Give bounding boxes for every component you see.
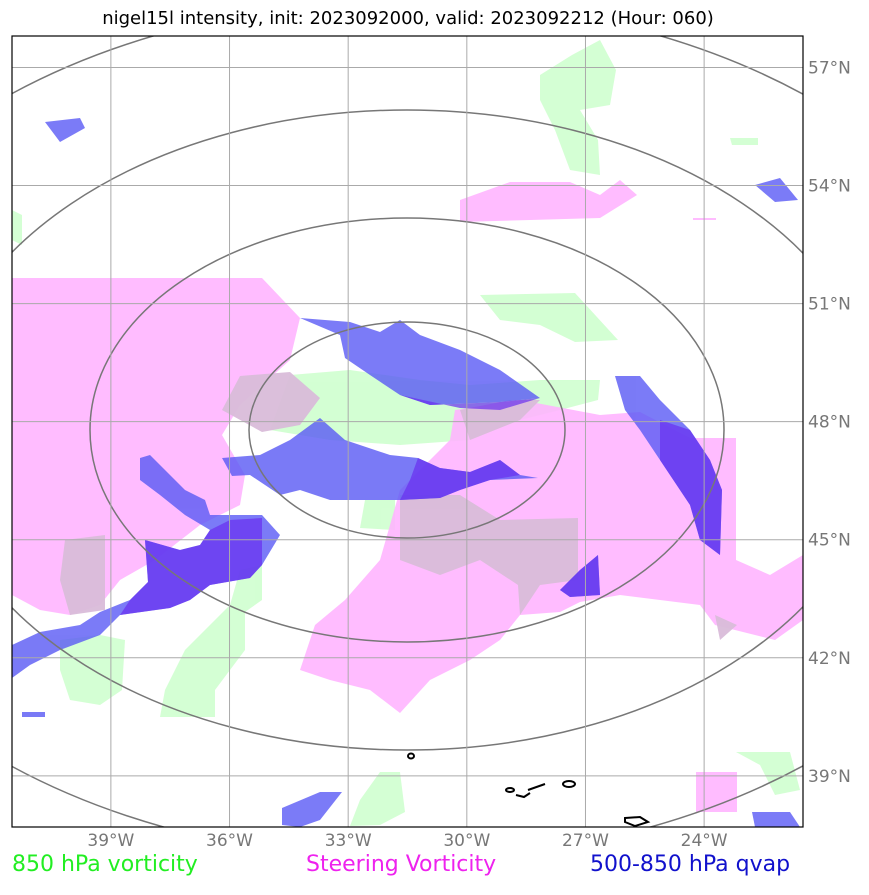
plot-title: nigel15l intensity, init: 2023092000, va… <box>102 8 714 29</box>
coastline <box>407 752 651 827</box>
lon-tick-label: 36°W <box>206 831 253 851</box>
lon-tick-label: 27°W <box>562 831 609 851</box>
lat-tick-label: 57°N <box>808 58 851 78</box>
qvap-field <box>12 118 800 827</box>
lat-tick-label: 39°N <box>808 767 851 787</box>
lat-tick-label: 51°N <box>808 295 851 315</box>
legend-qvap: 500-850 hPa qvap <box>590 852 791 877</box>
lon-tick-labels: 39°W 36°W 33°W 30°W 27°W 24°W <box>87 831 727 851</box>
overlap-field <box>60 372 737 640</box>
qvap-steering-overlap <box>120 395 722 615</box>
legend-steering-vorticity: Steering Vorticity <box>306 852 497 877</box>
graticule <box>12 36 803 827</box>
lat-tick-label: 42°N <box>808 649 851 669</box>
lat-tick-label: 54°N <box>808 177 851 197</box>
map-frame <box>11 35 804 828</box>
lon-tick-label: 39°W <box>87 831 134 851</box>
lon-tick-label: 33°W <box>325 831 372 851</box>
lat-tick-label: 45°N <box>808 531 851 551</box>
range-rings <box>12 36 803 827</box>
lon-tick-label: 30°W <box>443 831 490 851</box>
lon-tick-label: 24°W <box>681 831 728 851</box>
legend-850-vorticity: 850 hPa vorticity <box>12 852 198 877</box>
lat-tick-labels: 57°N 54°N 51°N 48°N 45°N 42°N 39°N <box>808 58 851 786</box>
vorticity-850-field <box>12 40 800 826</box>
lat-tick-label: 48°N <box>808 413 851 433</box>
